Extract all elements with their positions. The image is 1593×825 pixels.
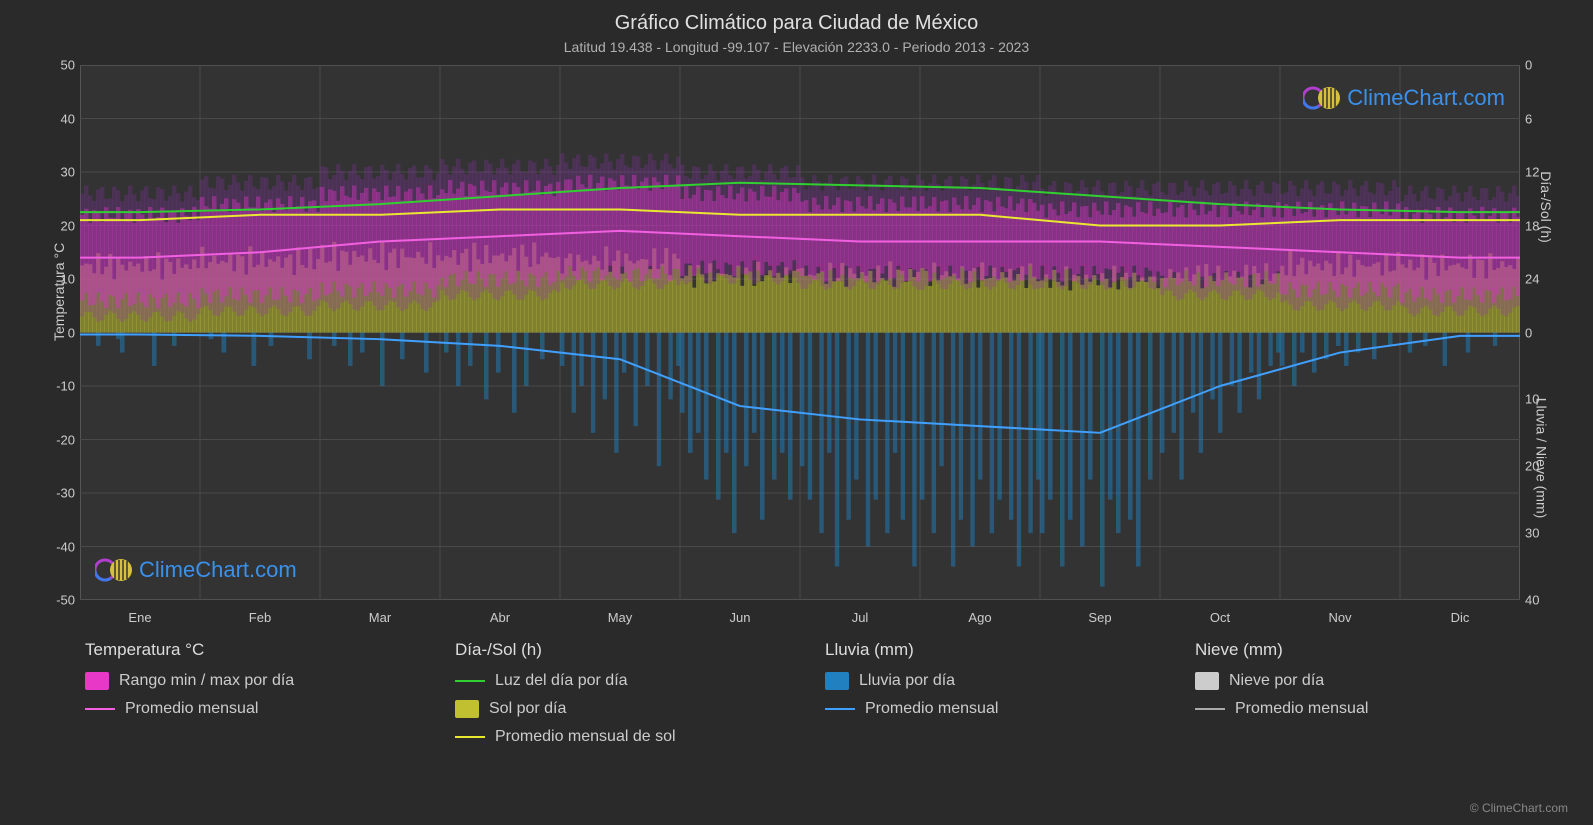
month-tick: Mar bbox=[369, 610, 391, 625]
month-tick: Feb bbox=[249, 610, 271, 625]
chart-subtitle: Latitud 19.438 - Longitud -99.107 - Elev… bbox=[0, 35, 1593, 55]
y-tick-left: 40 bbox=[40, 111, 75, 126]
legend-swatch-icon bbox=[85, 672, 109, 690]
legend-swatch-icon bbox=[825, 672, 849, 690]
legend-item: Promedio mensual bbox=[1195, 700, 1525, 718]
legend-header: Lluvia (mm) bbox=[825, 640, 1155, 660]
chart-title: Gráfico Climático para Ciudad de México bbox=[0, 0, 1593, 35]
y-tick-left: 20 bbox=[40, 218, 75, 233]
legend-item: Sol por día bbox=[455, 700, 785, 718]
month-tick: Jul bbox=[852, 610, 869, 625]
y-tick-left: 0 bbox=[40, 325, 75, 340]
y-tick-right: 20 bbox=[1525, 459, 1555, 474]
legend: Temperatura °C Rango min / max por día Pro… bbox=[85, 640, 1525, 756]
legend-label: Promedio mensual de sol bbox=[495, 728, 676, 746]
legend-line-icon bbox=[1195, 708, 1225, 710]
y-tick-right: 24 bbox=[1525, 272, 1555, 287]
y-tick-left: 50 bbox=[40, 58, 75, 73]
legend-label: Promedio mensual bbox=[125, 700, 258, 718]
y-tick-right: 0 bbox=[1525, 58, 1555, 73]
legend-label: Promedio mensual bbox=[1235, 700, 1368, 718]
y-tick-right: 18 bbox=[1525, 218, 1555, 233]
month-tick: Nov bbox=[1328, 610, 1351, 625]
legend-item: Luz del día por día bbox=[455, 672, 785, 690]
month-tick: Jun bbox=[730, 610, 751, 625]
legend-item: Promedio mensual de sol bbox=[455, 728, 785, 746]
legend-line-icon bbox=[455, 736, 485, 738]
legend-header: Temperatura °C bbox=[85, 640, 415, 660]
watermark-bottom: ClimeChart.com bbox=[95, 555, 297, 585]
legend-item: Promedio mensual bbox=[85, 700, 415, 718]
legend-label: Rango min / max por día bbox=[119, 672, 294, 690]
legend-item: Rango min / max por día bbox=[85, 672, 415, 690]
month-tick: Ago bbox=[968, 610, 991, 625]
y-tick-right: 10 bbox=[1525, 392, 1555, 407]
y-tick-left: -30 bbox=[40, 486, 75, 501]
legend-column: Temperatura °C Rango min / max por día Pro… bbox=[85, 640, 415, 756]
legend-header: Nieve (mm) bbox=[1195, 640, 1525, 660]
month-tick: Oct bbox=[1210, 610, 1230, 625]
y-tick-right: 6 bbox=[1525, 111, 1555, 126]
y-tick-left: -50 bbox=[40, 593, 75, 608]
y-tick-left: 10 bbox=[40, 272, 75, 287]
y-tick-right: 0 bbox=[1525, 325, 1555, 340]
month-tick: Dic bbox=[1451, 610, 1470, 625]
legend-column: Nieve (mm) Nieve por día Promedio mensual bbox=[1195, 640, 1525, 756]
legend-item: Nieve por día bbox=[1195, 672, 1525, 690]
legend-column: Lluvia (mm) Lluvia por día Promedio mensua… bbox=[825, 640, 1155, 756]
legend-label: Lluvia por día bbox=[859, 672, 955, 690]
legend-label: Sol por día bbox=[489, 700, 566, 718]
y-tick-right: 30 bbox=[1525, 526, 1555, 541]
legend-line-icon bbox=[85, 708, 115, 710]
legend-item: Lluvia por día bbox=[825, 672, 1155, 690]
y-tick-left: -20 bbox=[40, 432, 75, 447]
month-tick: May bbox=[608, 610, 633, 625]
legend-swatch-icon bbox=[1195, 672, 1219, 690]
y-tick-right: 40 bbox=[1525, 593, 1555, 608]
legend-line-icon bbox=[825, 708, 855, 710]
legend-label: Promedio mensual bbox=[865, 700, 998, 718]
month-tick: Ene bbox=[128, 610, 151, 625]
legend-line-icon bbox=[455, 680, 485, 682]
chart-plot-area: Temperatura °C Día-/Sol (h) Lluvia / Nie… bbox=[80, 65, 1520, 600]
legend-column: Día-/Sol (h) Luz del día por día Sol por d… bbox=[455, 640, 785, 756]
legend-label: Nieve por día bbox=[1229, 672, 1324, 690]
legend-header: Día-/Sol (h) bbox=[455, 640, 785, 660]
watermark-top: ClimeChart.com bbox=[1303, 83, 1505, 113]
y-tick-right: 12 bbox=[1525, 165, 1555, 180]
y-tick-left: -10 bbox=[40, 379, 75, 394]
y-tick-left: 30 bbox=[40, 165, 75, 180]
month-tick: Abr bbox=[490, 610, 510, 625]
legend-label: Luz del día por día bbox=[495, 672, 628, 690]
legend-swatch-icon bbox=[455, 700, 479, 718]
y-tick-left: -40 bbox=[40, 539, 75, 554]
month-tick: Sep bbox=[1088, 610, 1111, 625]
legend-item: Promedio mensual bbox=[825, 700, 1155, 718]
copyright: © ClimeChart.com bbox=[1470, 801, 1568, 815]
plot-background bbox=[80, 65, 1520, 600]
